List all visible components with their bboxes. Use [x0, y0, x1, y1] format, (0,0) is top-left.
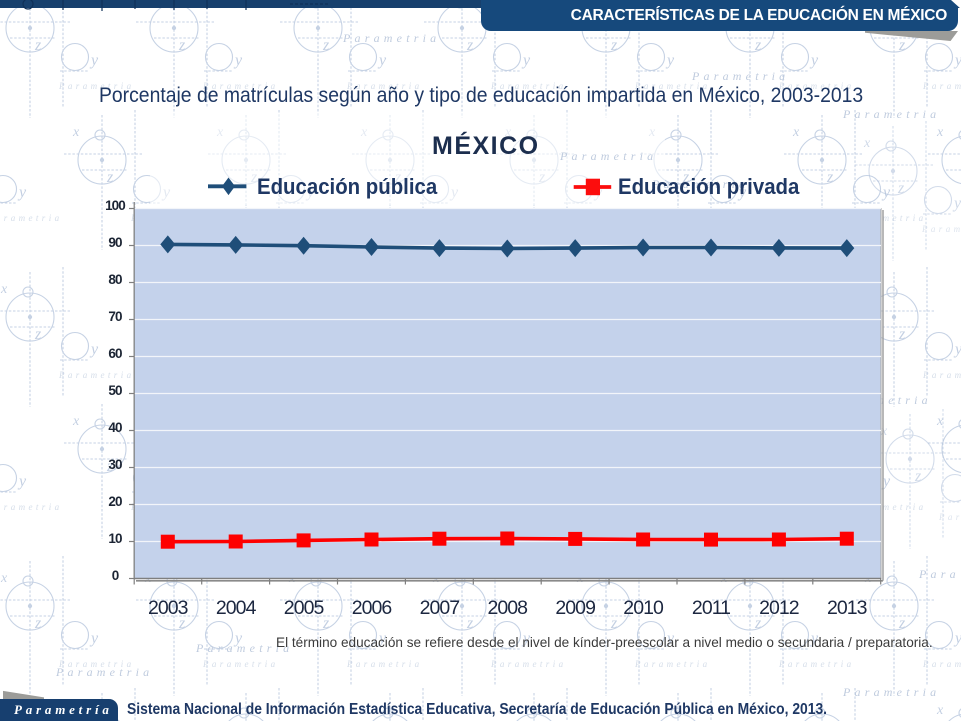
svg-text:Parametria: Parametria — [559, 149, 657, 163]
svg-text:Parametria: Parametria — [842, 685, 940, 699]
svg-text:Parametria: Parametria — [55, 665, 153, 679]
svg-text:Para: Para — [918, 567, 960, 581]
svg-text:netria: netria — [878, 393, 932, 407]
svg-text:Parametria: Parametria — [651, 177, 749, 191]
svg-text:Parametria: Parametria — [842, 107, 940, 121]
svg-text:Parametria: Parametria — [195, 641, 293, 655]
svg-text:Parametria: Parametria — [691, 69, 789, 83]
svg-text:Parametria: Parametria — [342, 31, 440, 45]
